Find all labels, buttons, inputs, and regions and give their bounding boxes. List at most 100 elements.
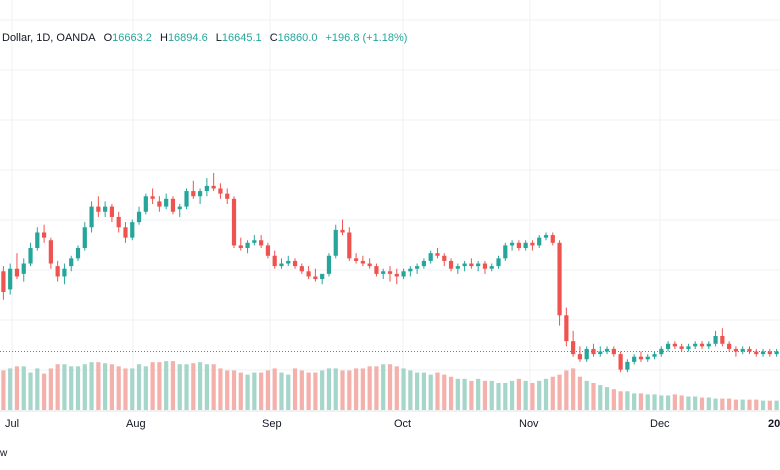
change-value: +196.8 (+1.18%) — [325, 32, 408, 44]
volume-bar — [760, 400, 766, 410]
volume-bar — [408, 370, 413, 410]
volume-bar — [509, 380, 515, 410]
volume-bar — [292, 368, 298, 410]
volume-bar — [706, 397, 711, 410]
candle-body — [530, 242, 535, 246]
volume-bar — [455, 378, 460, 410]
volume-bar — [720, 398, 725, 410]
volume-bar — [333, 368, 338, 410]
candle-body — [272, 255, 277, 267]
volume-bar — [41, 373, 47, 410]
candle-body — [8, 268, 13, 290]
volume-bar — [320, 370, 325, 410]
time-axis: Jul Aug Sep Oct Nov Dec 20 — [5, 418, 780, 430]
candle-body — [516, 242, 521, 248]
candle-body — [482, 263, 488, 269]
candle-body — [665, 343, 671, 349]
candle-body — [1, 271, 6, 292]
candle-layer — [1, 172, 779, 373]
candle-body — [28, 248, 33, 264]
volume-bar — [1, 370, 6, 410]
high-item: H16894.6 — [160, 32, 208, 44]
volume-bar — [699, 397, 705, 410]
candle-body — [164, 198, 169, 207]
volume-bar — [645, 394, 650, 410]
volume-bar — [618, 391, 623, 410]
volume-bar — [686, 396, 691, 410]
ohlc-legend: Dollar, 1D, OANDA O16663.2 H16894.6 L166… — [2, 32, 412, 44]
volume-bar — [204, 364, 209, 410]
candle-body — [686, 346, 691, 349]
candle-body — [618, 354, 623, 370]
candle-body — [157, 201, 162, 207]
volume-bar — [164, 361, 169, 410]
candle-body — [523, 242, 528, 248]
volume-bar — [625, 391, 630, 410]
candle-body — [577, 354, 583, 360]
candle-body — [306, 271, 311, 277]
candle-body — [557, 242, 562, 316]
candle-body — [360, 260, 365, 264]
candle-body — [489, 266, 494, 269]
open-value: 16663.2 — [112, 32, 152, 44]
close-value: 16860.0 — [277, 32, 318, 44]
low-label: L — [215, 32, 222, 44]
candle-body — [462, 263, 467, 267]
volume-bar — [218, 368, 223, 410]
tick-label: Sep — [262, 418, 282, 430]
candle-body — [632, 356, 637, 362]
volume-bar — [89, 362, 94, 410]
volume-bar — [326, 368, 332, 410]
volume-bar — [652, 394, 657, 410]
volume-bar — [767, 400, 772, 410]
candle-body — [571, 341, 576, 355]
volume-bar — [469, 380, 474, 410]
volume-bar — [435, 372, 440, 410]
volume-bar — [577, 376, 583, 410]
candle-body — [448, 260, 454, 269]
volume-bar — [462, 378, 467, 410]
volume-bar — [374, 366, 379, 410]
volume-layer — [1, 361, 779, 410]
volume-bar — [387, 364, 393, 410]
close-label: C — [269, 32, 278, 44]
volume-bar — [401, 368, 406, 410]
volume-bar — [272, 368, 277, 410]
candle-body — [191, 191, 196, 197]
candle-body — [265, 245, 271, 256]
volume-bar — [523, 380, 528, 410]
volume-bar — [14, 366, 20, 410]
candle-body — [211, 185, 216, 189]
volume-bar — [367, 366, 372, 410]
low-item: L16645.1 — [216, 32, 262, 44]
candle-body — [170, 198, 176, 212]
candle-body — [537, 237, 542, 246]
tick-label: 20 — [768, 418, 780, 430]
volume-bar — [197, 362, 203, 410]
volume-bar — [157, 362, 162, 410]
volume-bar — [564, 370, 569, 410]
volume-bar — [421, 372, 427, 410]
volume-bar — [476, 378, 481, 410]
candle-body — [218, 188, 223, 194]
volume-bar — [747, 399, 752, 410]
candle-body — [320, 273, 325, 280]
symbol-label: Dollar, 1D, OANDA — [2, 32, 96, 44]
candle-body — [720, 336, 725, 344]
candle-body — [21, 263, 26, 274]
volume-bar — [306, 372, 311, 410]
candle-body — [543, 235, 549, 238]
candle-body — [611, 348, 616, 355]
candle-body — [96, 206, 101, 212]
candle-body — [638, 356, 644, 360]
candle-body — [299, 266, 304, 272]
volume-bar — [672, 394, 677, 410]
candle-body — [48, 240, 53, 264]
volume-bar — [279, 372, 284, 410]
volume-bar — [96, 362, 101, 410]
volume-bar — [598, 385, 603, 410]
candle-body — [225, 193, 230, 199]
candle-body — [69, 258, 74, 267]
volume-bar — [381, 364, 386, 410]
